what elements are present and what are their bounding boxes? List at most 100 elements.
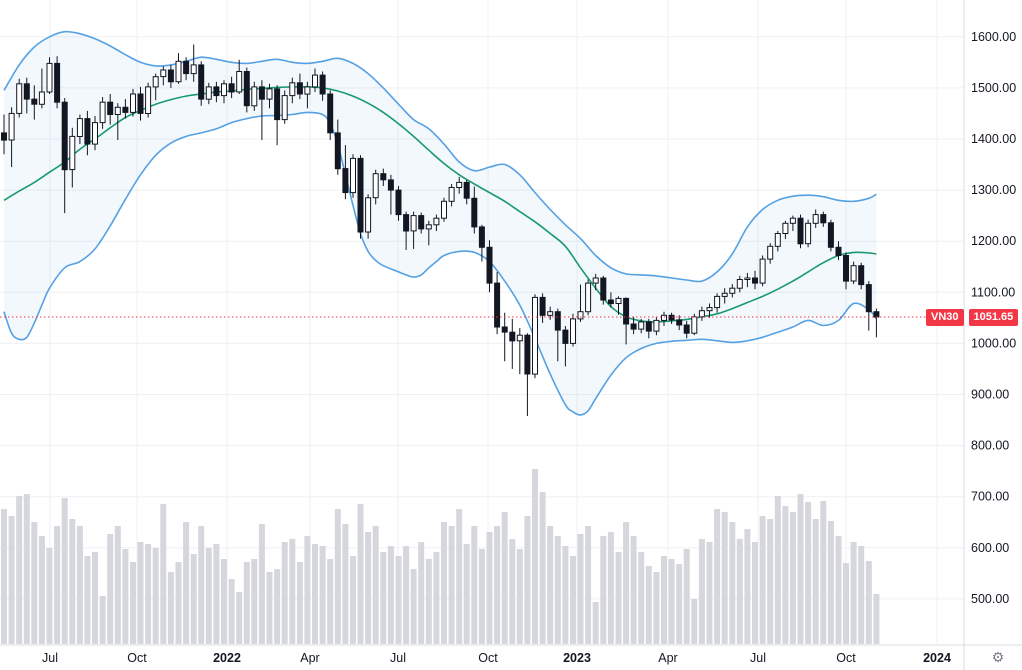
- volume-bar: [76, 526, 83, 644]
- volume-bar: [486, 532, 493, 644]
- candle-up: [759, 258, 766, 284]
- candle-down: [54, 62, 61, 103]
- candle-up: [221, 83, 227, 97]
- candle-up: [130, 93, 136, 113]
- volume-bar: [274, 569, 281, 644]
- candle-up: [312, 74, 318, 88]
- candle-up: [152, 76, 159, 88]
- volume-bar: [198, 526, 205, 644]
- candle-up: [638, 321, 645, 330]
- candle-down: [623, 297, 630, 325]
- candle-down: [228, 83, 235, 93]
- candle-up: [236, 71, 243, 93]
- volume-bar: [205, 548, 212, 644]
- candle-down: [820, 214, 827, 224]
- volume-bar: [8, 516, 15, 644]
- price-scale-settings-icon[interactable]: ⚙: [991, 649, 1005, 665]
- price-axis-label: 1500.00: [971, 81, 1016, 95]
- candle-up: [350, 157, 356, 194]
- volume-bar: [509, 539, 516, 644]
- volume-bar: [562, 546, 569, 644]
- candle-down: [494, 282, 501, 328]
- time-axis-month-label: Apr: [658, 651, 677, 665]
- candle-down: [865, 284, 872, 313]
- bollinger-lower-line: [3, 111, 878, 416]
- price-axis-labels: 1600.00 1500.00 1400.00 1300.00 1200.00 1100.…: [971, 30, 1016, 606]
- candle-down: [645, 321, 652, 332]
- candle-down: [1, 132, 7, 141]
- candle-up: [850, 265, 857, 282]
- candle-up: [661, 314, 667, 321]
- candle-down: [167, 69, 174, 83]
- volume-bar: [258, 524, 265, 644]
- candle-up: [592, 277, 599, 284]
- volume-bar: [805, 502, 812, 644]
- volume-bar: [577, 534, 584, 644]
- candle-down: [562, 329, 569, 344]
- candle-up: [456, 181, 463, 188]
- volume-bar: [865, 561, 872, 644]
- volume-bars: [1, 469, 880, 644]
- candle-up: [698, 310, 705, 318]
- candle-down: [243, 71, 250, 107]
- volume-bar: [312, 544, 318, 644]
- volume-bar: [706, 542, 713, 644]
- volume-bar: [395, 556, 402, 644]
- candle-up: [516, 334, 523, 342]
- candle-down: [319, 74, 326, 95]
- candle-up: [289, 82, 296, 97]
- volume-bar: [729, 522, 736, 644]
- price-axis-label: 700.00: [971, 490, 1009, 504]
- candle-up: [8, 112, 15, 141]
- volume-bar: [190, 554, 197, 644]
- volume-bar: [350, 556, 356, 644]
- candle-up: [441, 200, 447, 219]
- candle-up: [304, 86, 311, 95]
- candle-down: [327, 93, 334, 134]
- volume-bar: [774, 496, 781, 644]
- candle-up: [789, 217, 796, 224]
- volume-bar: [812, 519, 819, 644]
- volume-bar: [107, 534, 114, 644]
- bollinger-basis-line: [3, 86, 877, 323]
- time-axis-year-label: 2024: [923, 651, 951, 665]
- volume-bar: [418, 542, 425, 644]
- volume-bar: [228, 579, 235, 644]
- candle-down: [418, 215, 425, 230]
- time-axis[interactable]: [0, 645, 964, 670]
- candle-down: [258, 86, 265, 100]
- volume-bar: [319, 546, 326, 644]
- volume-bar: [721, 512, 728, 644]
- price-axis[interactable]: [964, 0, 1022, 645]
- volume-bar: [456, 509, 463, 644]
- volume-bar: [752, 542, 758, 644]
- time-axis-month-label: Apr: [300, 651, 319, 665]
- candle-up: [114, 106, 121, 116]
- volume-bar: [327, 559, 334, 644]
- volume-bar: [827, 521, 834, 644]
- candle-down: [683, 324, 690, 334]
- candle-up: [92, 122, 98, 145]
- volume-bar: [501, 512, 508, 644]
- candle-down: [835, 246, 842, 257]
- candle-up: [615, 297, 622, 304]
- candle-up: [805, 222, 812, 245]
- volume-bar: [296, 562, 303, 644]
- candle-up: [372, 173, 379, 199]
- candle-down: [395, 189, 402, 216]
- volume-bar: [334, 509, 341, 644]
- volume-bar: [524, 516, 531, 644]
- volume-bar: [372, 526, 379, 644]
- candle-down: [539, 296, 546, 316]
- volume-bar: [554, 536, 561, 644]
- candle-down: [509, 331, 516, 342]
- candle-up: [706, 307, 713, 312]
- candle-up: [76, 118, 83, 137]
- candle-down: [387, 179, 394, 191]
- volume-bar: [494, 526, 501, 644]
- time-axis-year-label: 2022: [213, 651, 241, 665]
- volume-bar: [683, 549, 690, 644]
- volume-bar: [789, 512, 796, 644]
